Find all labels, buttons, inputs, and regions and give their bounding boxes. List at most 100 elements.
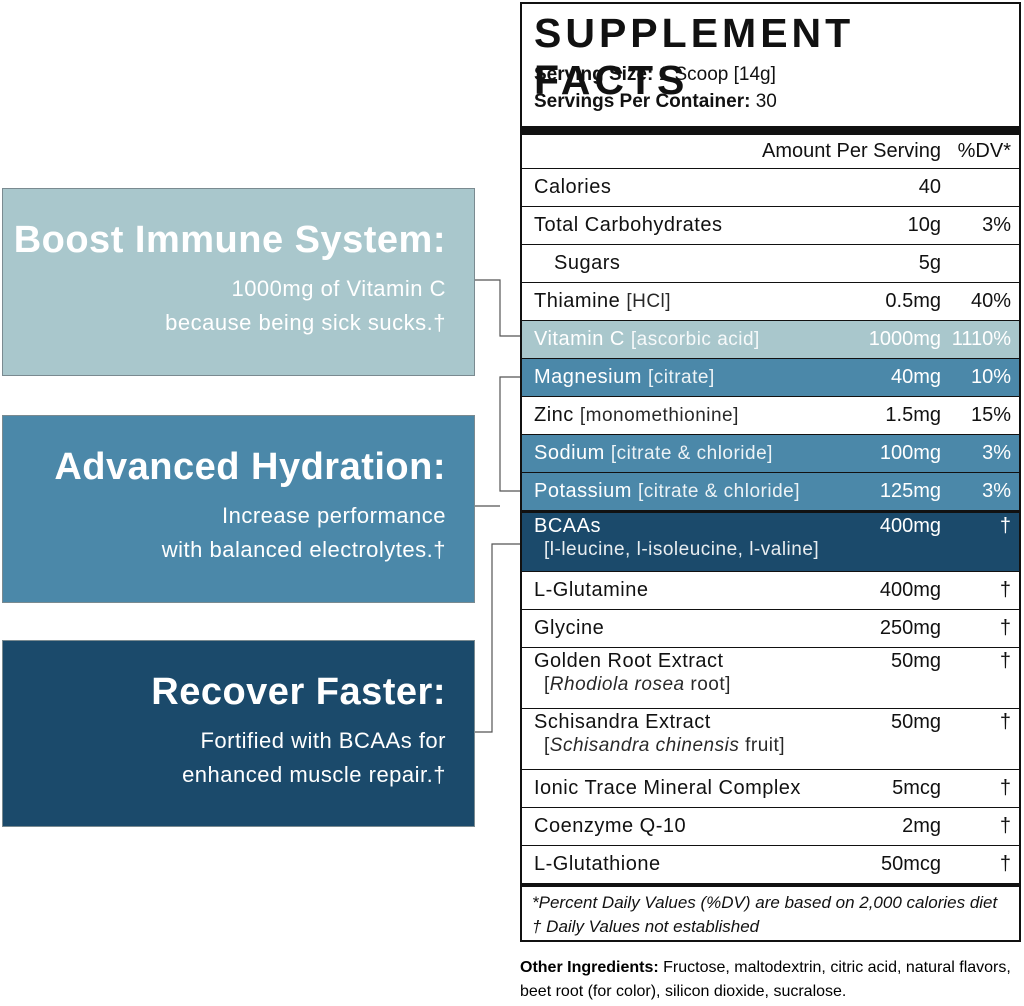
connector: [499, 376, 520, 492]
daily-value: 10%: [970, 366, 1011, 388]
callout-line: because being sick sucks.†: [165, 310, 446, 335]
supplement-facts: SUPPLEMENT FACTS Serving Size: 1 Scoop […: [520, 2, 1021, 942]
amount: 0.5mg: [885, 290, 941, 312]
nutrient: Calories: [534, 176, 611, 199]
callout-line: with balanced electrolytes.†: [161, 537, 446, 562]
header-row: Amount Per Serving %DV*: [522, 135, 1019, 168]
nutrient-row: Glycine 250mg †: [522, 609, 1019, 647]
detail-part: Schisandra chinensis: [549, 735, 740, 756]
nutrient-name: Sodium: [534, 442, 605, 464]
daily-value: †: [999, 579, 1011, 601]
daily-value: 3%: [982, 442, 1011, 464]
nutrient: Thiamine [HCl]: [534, 290, 671, 313]
amount: 400mg: [879, 515, 941, 537]
footnote: † Daily Values not established: [532, 917, 760, 936]
nutrient-name: Zinc: [534, 404, 574, 426]
text: Fructose, maltodextrin, citric acid, nat…: [520, 959, 1011, 1000]
nutrient-name: Schisandra Extract: [534, 711, 711, 733]
nutrient-name: Coenzyme Q-10: [534, 815, 687, 837]
nutrient-name: L-Glutamine: [534, 579, 649, 601]
amount: 50mg: [890, 650, 941, 672]
nutrient-row: Potassium [citrate & chloride] 125mg 3%: [522, 472, 1019, 510]
nutrient-row: L-Glutathione 50mcg †: [522, 845, 1019, 883]
detail-part: Rhodiola rosea: [549, 674, 685, 695]
callout-line: 1000mg of Vitamin C: [231, 276, 446, 301]
nutrient-name: Sugars: [554, 252, 621, 274]
thick-rule: [522, 883, 1019, 887]
callout: Advanced Hydration: Increase performance w…: [2, 415, 475, 603]
nutrient-row: Thiamine [HCl] 0.5mg 40%: [522, 282, 1019, 320]
daily-value: †: [999, 617, 1011, 639]
nutrient: Coenzyme Q-10: [534, 815, 686, 838]
label: Other Ingredients:: [520, 959, 659, 976]
callout-title: Recover Faster:: [151, 671, 446, 713]
nutrient-name: L-Glutathione: [534, 853, 661, 875]
nutrient-row: Schisandra Extract [Schisandra chinensis …: [522, 708, 1019, 769]
nutrient-detail: [l-leucine, l-isoleucine, l-valine]: [544, 539, 820, 560]
daily-value: 3%: [982, 480, 1011, 502]
daily-value: †: [999, 515, 1011, 537]
detail-part: [: [544, 735, 550, 756]
servings: Servings Per Container: 30: [534, 91, 777, 113]
nutrient-detail: [citrate & chloride]: [637, 481, 801, 502]
nutrient-row: Sodium [citrate & chloride] 100mg 3%: [522, 434, 1019, 472]
nutrient-name: Thiamine: [534, 290, 621, 312]
nutrient: Potassium [citrate & chloride]: [534, 480, 800, 503]
nutrient-name: Glycine: [534, 617, 605, 639]
nutrient-name: BCAAs: [534, 515, 601, 537]
nutrient-row: Ionic Trace Mineral Complex 5mcg †: [522, 769, 1019, 807]
nutrient-row: Golden Root Extract [Rhodiola rosea root]…: [522, 647, 1019, 708]
nutrient-detail: [monomethionine]: [579, 405, 739, 426]
nutrient-detail: [Rhodiola rosea root]: [544, 674, 731, 695]
amount: 5mcg: [892, 777, 941, 799]
daily-value: 1110%: [951, 328, 1011, 350]
callout-line: Fortified with BCAAs for: [200, 728, 446, 753]
nutrient-name: Potassium: [534, 480, 632, 502]
nutrient: Golden Root Extract [Rhodiola rosea root]: [534, 650, 731, 696]
nutrient: Sodium [citrate & chloride]: [534, 442, 773, 465]
amount: 50mg: [890, 711, 941, 733]
facts-title: SUPPLEMENT FACTS: [534, 10, 855, 103]
nutrient: Vitamin C [ascorbic acid]: [534, 328, 760, 351]
nutrient: Sugars: [554, 252, 620, 275]
nutrient: L-Glutamine: [534, 579, 648, 602]
connector: [475, 279, 520, 337]
nutrient: Schisandra Extract [Schisandra chinensis …: [534, 711, 785, 757]
callout-line: enhanced muscle repair.†: [182, 762, 446, 787]
daily-value: †: [999, 853, 1011, 875]
nutrient: BCAAs [l-leucine, l-isoleucine, l-valine]: [534, 515, 819, 561]
callout: Recover Faster: Fortified with BCAAs for e…: [2, 640, 475, 827]
detail-part: [: [544, 674, 550, 695]
callout-title: Boost Immune System:: [13, 219, 446, 261]
nutrient-row: Total Carbohydrates 10g 3%: [522, 206, 1019, 244]
label: Servings Per Container:: [534, 91, 751, 112]
nutrient-detail: [HCl]: [626, 291, 672, 312]
daily-value: †: [999, 650, 1011, 672]
daily-value: †: [999, 711, 1011, 733]
amount: 40: [918, 176, 941, 198]
daily-value: †: [999, 777, 1011, 799]
thick-rule: [522, 126, 1019, 135]
amount: 125mg: [879, 480, 941, 502]
nutrient-name: Ionic Trace Mineral Complex: [534, 777, 801, 799]
nutrient-name: Calories: [534, 176, 612, 198]
nutrient-row: L-Glutamine 400mg †: [522, 571, 1019, 609]
nutrient: Zinc [monomethionine]: [534, 404, 739, 427]
daily-value: 40%: [970, 290, 1011, 312]
amount: 2mg: [902, 815, 941, 837]
amount: 100mg: [879, 442, 941, 464]
nutrient-detail: [ascorbic acid]: [630, 329, 760, 350]
nutrient-detail: [Schisandra chinensis fruit]: [544, 735, 785, 756]
amount: 10g: [907, 214, 941, 236]
value: 1 Scoop [14g]: [658, 64, 776, 85]
nutrient-row: Zinc [monomethionine] 1.5mg 15%: [522, 396, 1019, 434]
callout-title: Advanced Hydration:: [54, 446, 446, 488]
nutrient-row: BCAAs [l-leucine, l-isoleucine, l-valine]…: [522, 510, 1019, 571]
detail-part: fruit]: [739, 735, 786, 756]
nutrient: Magnesium [citrate]: [534, 366, 715, 389]
amount: 400mg: [879, 579, 941, 601]
nutrient-row: Vitamin C [ascorbic acid] 1000mg 1110%: [522, 320, 1019, 358]
nutrient-name: Total Carbohydrates: [534, 214, 723, 236]
footnote: *Percent Daily Values (%DV) are based on…: [532, 893, 998, 912]
